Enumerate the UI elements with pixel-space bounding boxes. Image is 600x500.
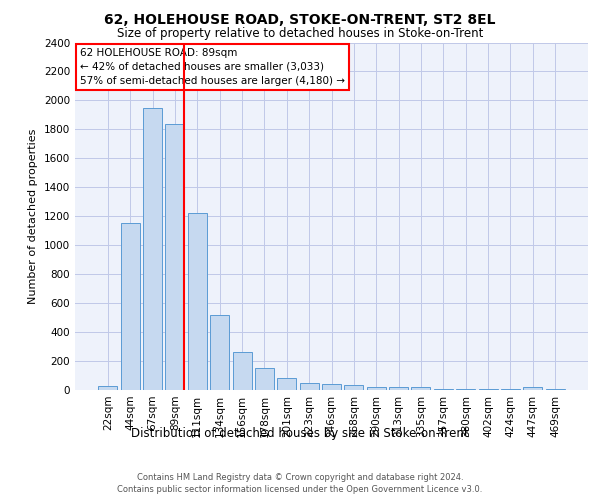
Bar — [143, 108, 162, 390]
Bar — [389, 387, 408, 390]
Text: Size of property relative to detached houses in Stoke-on-Trent: Size of property relative to detached ho… — [117, 28, 483, 40]
Bar — [412, 387, 430, 390]
Text: Contains public sector information licensed under the Open Government Licence v3: Contains public sector information licen… — [118, 485, 482, 494]
Bar — [166, 124, 184, 390]
Text: 62, HOLEHOUSE ROAD, STOKE-ON-TRENT, ST2 8EL: 62, HOLEHOUSE ROAD, STOKE-ON-TRENT, ST2 … — [104, 12, 496, 26]
Y-axis label: Number of detached properties: Number of detached properties — [28, 128, 38, 304]
Bar — [299, 384, 319, 390]
Bar — [188, 214, 207, 390]
Bar — [523, 387, 542, 390]
Text: Contains HM Land Registry data © Crown copyright and database right 2024.: Contains HM Land Registry data © Crown c… — [137, 472, 463, 482]
Bar — [255, 368, 274, 390]
Bar — [98, 386, 118, 390]
Bar — [121, 224, 140, 390]
Bar — [322, 384, 341, 390]
Text: 62 HOLEHOUSE ROAD: 89sqm
← 42% of detached houses are smaller (3,033)
57% of sem: 62 HOLEHOUSE ROAD: 89sqm ← 42% of detach… — [80, 48, 345, 86]
Bar — [210, 314, 229, 390]
Bar — [233, 352, 251, 390]
Bar — [367, 388, 386, 390]
Bar — [277, 378, 296, 390]
Bar — [344, 385, 364, 390]
Text: Distribution of detached houses by size in Stoke-on-Trent: Distribution of detached houses by size … — [131, 428, 469, 440]
